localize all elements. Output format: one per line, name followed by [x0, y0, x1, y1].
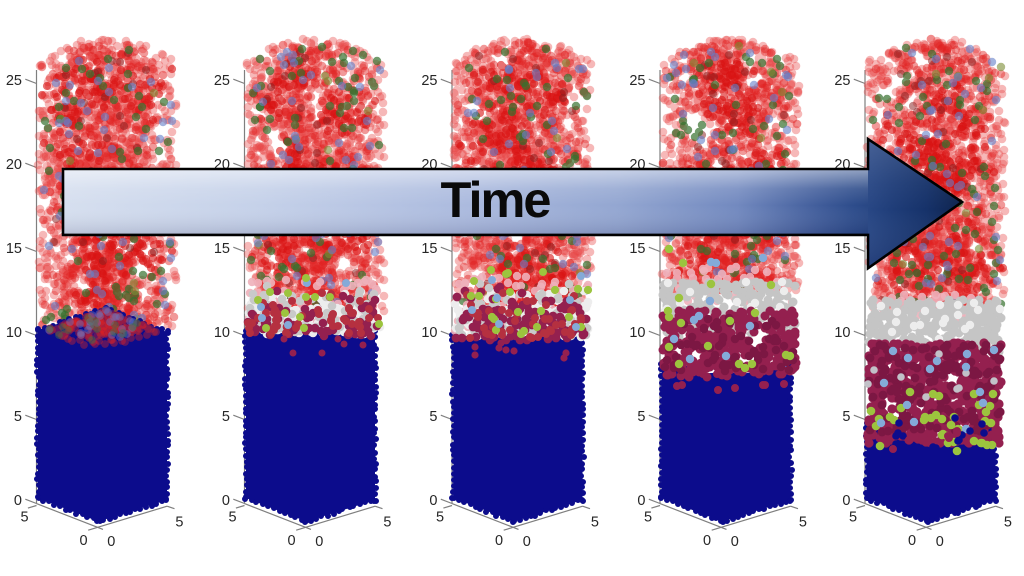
- svg-text:10: 10: [834, 325, 850, 341]
- svg-text:20: 20: [6, 157, 22, 173]
- svg-text:5: 5: [20, 510, 28, 526]
- svg-text:Time: Time: [441, 171, 551, 228]
- svg-text:0: 0: [495, 533, 503, 549]
- svg-text:5: 5: [436, 510, 444, 526]
- svg-text:0: 0: [315, 534, 323, 550]
- svg-text:25: 25: [629, 73, 645, 89]
- svg-text:25: 25: [834, 73, 850, 89]
- svg-text:25: 25: [421, 73, 437, 89]
- svg-text:5: 5: [228, 510, 236, 526]
- svg-text:0: 0: [523, 534, 531, 550]
- svg-text:5: 5: [849, 510, 857, 526]
- svg-text:5: 5: [591, 515, 599, 531]
- svg-text:15: 15: [629, 241, 645, 257]
- svg-text:5: 5: [842, 409, 850, 425]
- svg-text:5: 5: [429, 409, 437, 425]
- svg-text:5: 5: [799, 515, 807, 531]
- svg-text:10: 10: [421, 325, 437, 341]
- svg-text:0: 0: [908, 533, 916, 549]
- svg-text:0: 0: [287, 533, 295, 549]
- svg-text:0: 0: [842, 493, 850, 509]
- svg-text:5: 5: [383, 515, 391, 531]
- svg-text:10: 10: [6, 325, 22, 341]
- svg-text:10: 10: [214, 325, 230, 341]
- svg-text:10: 10: [629, 325, 645, 341]
- svg-text:5: 5: [14, 409, 22, 425]
- svg-text:25: 25: [214, 73, 230, 89]
- svg-text:15: 15: [421, 241, 437, 257]
- svg-text:0: 0: [107, 534, 115, 550]
- svg-text:0: 0: [637, 493, 645, 509]
- svg-text:15: 15: [834, 241, 850, 257]
- svg-text:0: 0: [222, 493, 230, 509]
- svg-text:0: 0: [14, 493, 22, 509]
- svg-text:0: 0: [79, 533, 87, 549]
- svg-text:5: 5: [1004, 515, 1012, 531]
- svg-text:0: 0: [936, 534, 944, 550]
- svg-text:5: 5: [644, 510, 652, 526]
- svg-text:5: 5: [222, 409, 230, 425]
- svg-text:0: 0: [429, 493, 437, 509]
- svg-text:15: 15: [214, 241, 230, 257]
- svg-text:0: 0: [731, 534, 739, 550]
- svg-text:0: 0: [703, 533, 711, 549]
- svg-text:5: 5: [637, 409, 645, 425]
- svg-text:5: 5: [175, 515, 183, 531]
- svg-text:25: 25: [6, 73, 22, 89]
- svg-text:15: 15: [6, 241, 22, 257]
